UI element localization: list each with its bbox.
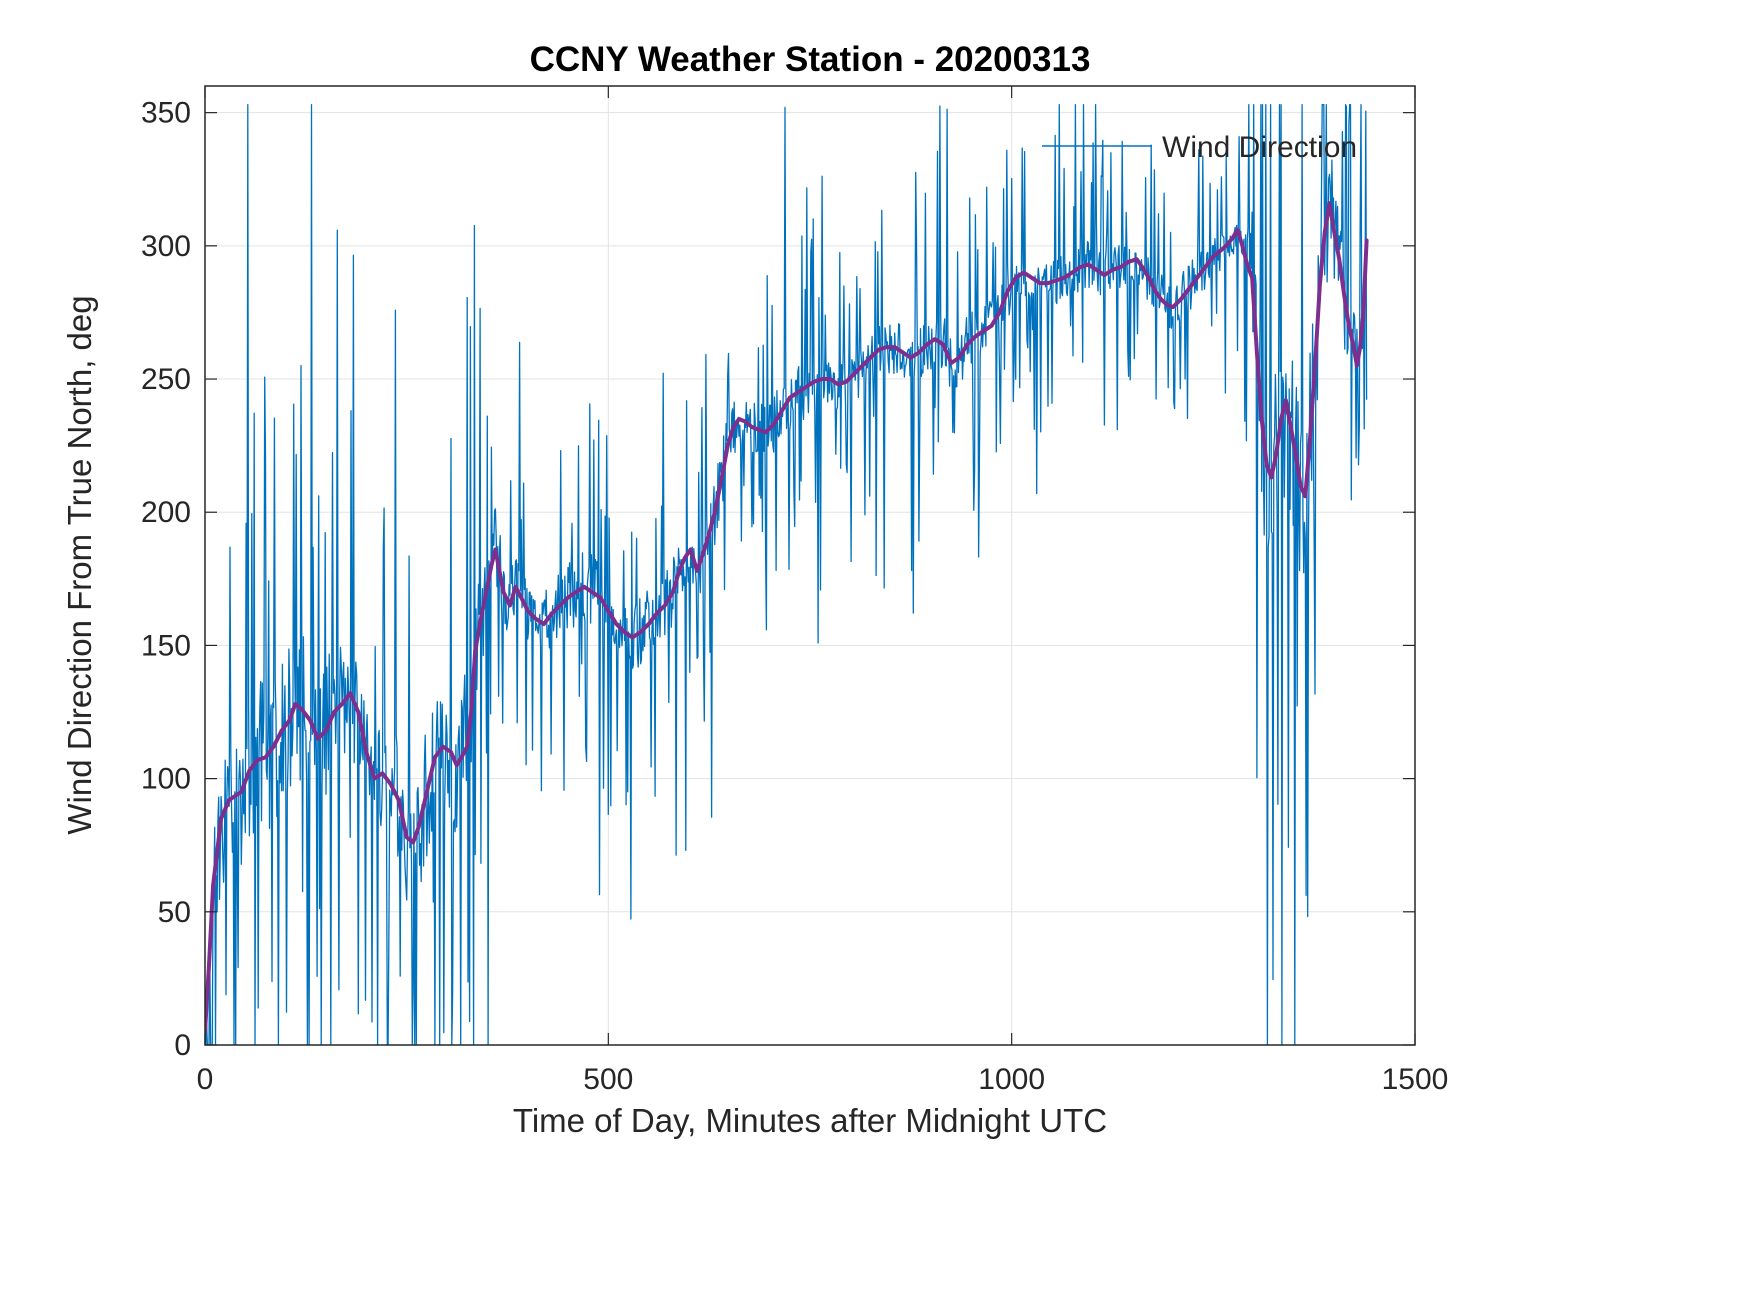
x-tick-label: 1000: [978, 1063, 1045, 1096]
x-tick-label: 1500: [1382, 1063, 1449, 1096]
plot-border: [204, 85, 1416, 1046]
x-tick-label: 0: [197, 1063, 214, 1096]
y-tick-label: 300: [141, 230, 191, 263]
y-tick-label: 0: [174, 1029, 191, 1062]
y-tick-label: 100: [141, 763, 191, 796]
y-tick-label: 350: [141, 97, 191, 130]
tick-labels: 0 500 1000 1500 0 50 100 150 200 250 300 350: [141, 97, 1448, 1096]
legend: Wind Direction: [1042, 131, 1357, 164]
x-axis-label: Time of Day, Minutes after Midnight UTC: [512, 1102, 1108, 1139]
x-tick-label: 500: [583, 1063, 633, 1096]
y-tick-label: 250: [141, 363, 191, 396]
y-tick-label: 150: [141, 629, 191, 662]
series-wind-direction-raw: [205, 103, 1368, 1045]
series-wind-direction-smoothed: [205, 201, 1369, 1034]
y-tick-label: 50: [158, 896, 191, 929]
legend-label: Wind Direction: [1162, 131, 1357, 164]
y-tick-label: 200: [141, 496, 191, 529]
chart-title: CCNY Weather Station - 20200313: [529, 40, 1091, 79]
y-axis-label: Wind Direction From True North, deg: [61, 295, 98, 835]
series-group: [205, 103, 1369, 1045]
tick-marks: [204, 86, 1416, 1046]
